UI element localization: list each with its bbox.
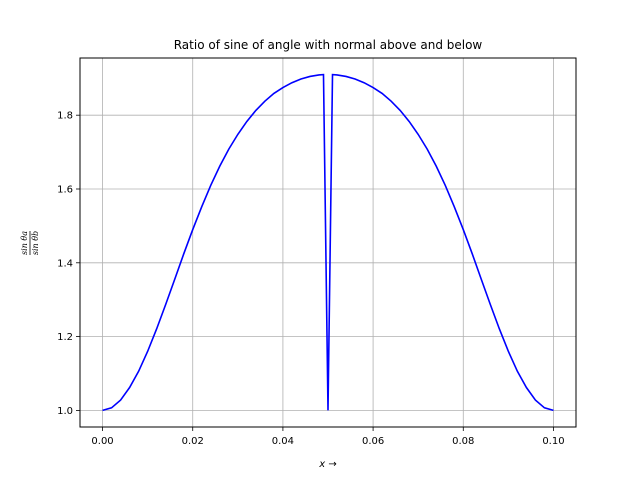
y-tick-label: 1.6	[57, 184, 73, 195]
x-tick-label: 0.00	[91, 436, 113, 447]
grid	[80, 58, 576, 427]
x-tick-label: 0.02	[182, 436, 204, 447]
x-tick-label: 0.06	[362, 436, 384, 447]
series-line-0	[102, 73, 554, 412]
y-tick-label: 1.0	[57, 406, 73, 417]
x-axis-label: x →	[318, 459, 336, 470]
x-axis-ticks: 0.00 0.02 0.04 0.06 0.08 0.10	[91, 427, 565, 447]
y-tick-label: 1.8	[57, 111, 73, 122]
plot-series	[102, 73, 554, 412]
plot-area-frame	[79, 57, 577, 428]
y-axis-label-denominator: sin θb	[31, 231, 40, 255]
y-axis-label-numerator: sin θa	[20, 231, 29, 255]
y-tick-label: 1.4	[57, 258, 73, 269]
y-axis-ticks: 1.0 1.2 1.4 1.6 1.8	[57, 111, 80, 417]
chart-title: Ratio of sine of angle with normal above…	[174, 38, 483, 52]
x-tick-label: 0.10	[542, 436, 564, 447]
y-tick-label: 1.2	[57, 332, 73, 343]
x-tick-label: 0.08	[452, 436, 474, 447]
x-tick-label: 0.04	[272, 436, 294, 447]
y-axis-label: sin θa sin θb	[20, 231, 40, 255]
